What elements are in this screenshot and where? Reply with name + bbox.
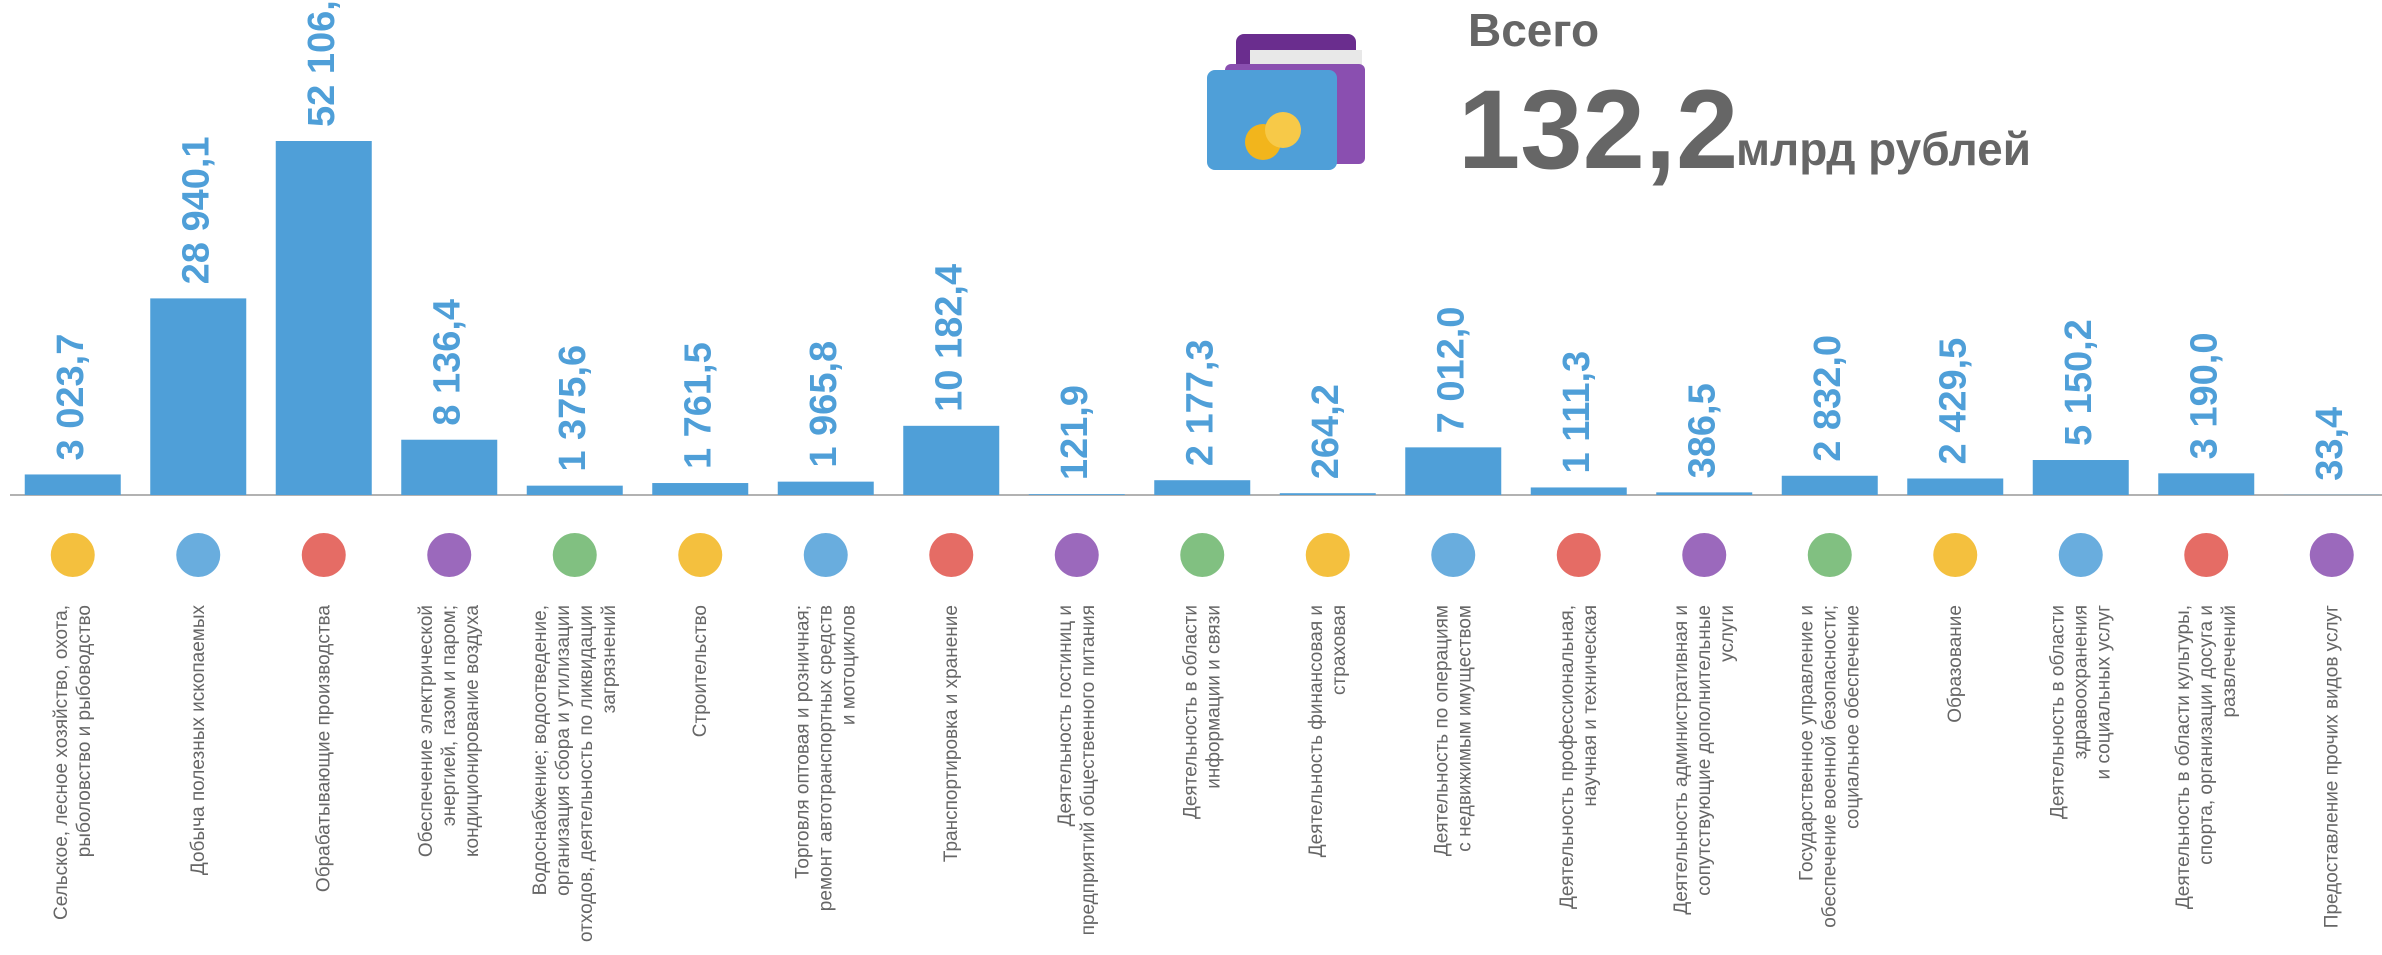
category-icon bbox=[301, 533, 346, 577]
category-icon bbox=[50, 533, 95, 577]
category-label: Сельское, лесное хозяйство, охота, рыбол… bbox=[50, 605, 95, 921]
category-label: Обрабатывающие производства bbox=[313, 605, 335, 893]
value-label: 5 150,2 bbox=[2058, 319, 2100, 446]
category-label: Строительство bbox=[689, 605, 711, 738]
bar bbox=[1781, 475, 1878, 495]
value-label: 2 832,0 bbox=[1807, 335, 1849, 462]
category-icon bbox=[1933, 533, 1978, 577]
value-label: 8 136,4 bbox=[426, 299, 468, 426]
category-icon bbox=[2184, 533, 2229, 577]
value-label: 3 190,0 bbox=[2183, 333, 2225, 460]
category-icon bbox=[427, 533, 472, 577]
bar bbox=[777, 481, 874, 495]
bar bbox=[1656, 492, 1753, 495]
category-icon bbox=[1431, 533, 1476, 577]
category-label: Деятельность гостиниц и предприятий обще… bbox=[1054, 605, 1099, 936]
category-icon bbox=[2058, 533, 2103, 577]
bar bbox=[1405, 447, 1502, 495]
bar bbox=[2158, 473, 2255, 495]
category-icon bbox=[678, 533, 723, 577]
category-label: Торговля оптовая и розничная; ремонт авт… bbox=[792, 605, 860, 912]
bar bbox=[1154, 480, 1251, 495]
category-label: Предоставление прочих видов услуг bbox=[2321, 605, 2343, 929]
bar bbox=[903, 425, 1000, 495]
total: 132,2 bbox=[1458, 67, 1738, 192]
value-label: 3 023,7 bbox=[50, 334, 92, 461]
value-label: 1 761,5 bbox=[677, 342, 719, 469]
category-icon bbox=[1682, 533, 1727, 577]
category-icon bbox=[176, 533, 221, 577]
bar bbox=[2032, 460, 2129, 495]
folder-icon bbox=[1207, 34, 1365, 170]
value-label: 2 429,5 bbox=[1932, 338, 1974, 465]
value-label: 121,9 bbox=[1054, 385, 1096, 480]
category-label: Деятельность в области культуры, спорта,… bbox=[2172, 605, 2240, 910]
bar bbox=[1530, 487, 1627, 495]
category-icon bbox=[929, 533, 974, 577]
value-label: 28 940,1 bbox=[175, 136, 217, 284]
category-label: Деятельность профессиональная, научная и… bbox=[1556, 605, 1601, 910]
category-label: Водоснабжение; водоотведение, организаци… bbox=[529, 605, 620, 942]
value-label: 264,2 bbox=[1305, 384, 1347, 479]
category-icon bbox=[1556, 533, 1601, 577]
value-label: 10 182,4 bbox=[928, 264, 970, 412]
value-label: 1 965,8 bbox=[803, 341, 845, 468]
title: Всего bbox=[1468, 4, 1599, 56]
bar bbox=[401, 439, 498, 495]
category-icon bbox=[1054, 533, 1099, 577]
bar bbox=[652, 483, 749, 495]
bar bbox=[1279, 493, 1376, 495]
category-label: Деятельность административная и сопутств… bbox=[1670, 605, 1738, 915]
category-label: Добыча полезных ископаемых bbox=[187, 605, 209, 876]
category-label: Образование bbox=[1944, 605, 1966, 723]
bar bbox=[150, 298, 247, 495]
category-label: Деятельность финансовая и страховая bbox=[1305, 605, 1350, 858]
category-label: Деятельность по операциям с недвижимым и… bbox=[1431, 605, 1476, 857]
category-icon bbox=[1807, 533, 1852, 577]
value-label: 2 177,3 bbox=[1179, 339, 1221, 466]
unit: млрд рублей bbox=[1736, 123, 2031, 175]
category-icon bbox=[1180, 533, 1225, 577]
category-label: Транспортировка и хранение bbox=[940, 605, 962, 863]
bar bbox=[24, 474, 121, 495]
category-icon bbox=[803, 533, 848, 577]
category-icon bbox=[552, 533, 597, 577]
category-icon bbox=[2309, 533, 2354, 577]
bar bbox=[275, 141, 372, 495]
value-label: 386,5 bbox=[1681, 383, 1723, 478]
category-icon bbox=[1305, 533, 1350, 577]
category-label: Обеспечение электрической энергией, газо… bbox=[415, 605, 483, 858]
bar bbox=[1907, 478, 2004, 495]
value-label: 33,4 bbox=[2309, 407, 2351, 481]
category-label: Государственное управление и обеспечение… bbox=[1796, 605, 1864, 928]
value-label: 7 012,0 bbox=[1430, 307, 1472, 434]
value-label: 1 375,6 bbox=[552, 345, 594, 472]
value-label: 52 106,1 bbox=[301, 0, 343, 127]
value-label: 1 111,3 bbox=[1556, 351, 1598, 474]
category-label: Деятельность в области здравоохранения и… bbox=[2047, 605, 2115, 820]
bar bbox=[1028, 494, 1125, 495]
category-label: Деятельность в области информации и связ… bbox=[1180, 605, 1225, 820]
bar bbox=[526, 485, 623, 495]
